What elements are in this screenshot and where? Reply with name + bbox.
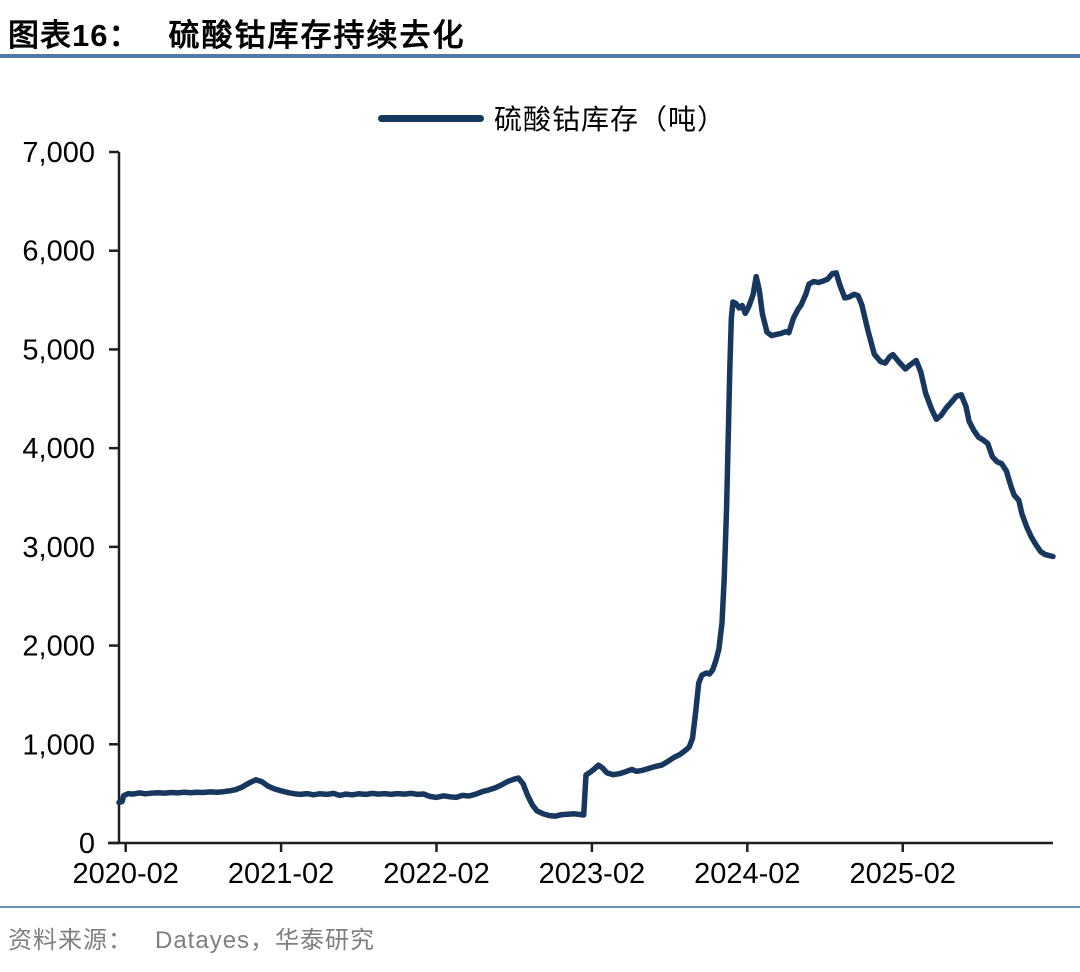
x-tick-label: 2022-02 (383, 858, 489, 890)
source-label: 资料来源： (8, 928, 133, 954)
legend-line-swatch (378, 114, 484, 122)
figure-number-label: 图表16： (8, 18, 141, 53)
y-tick-label: 4,000 (22, 433, 95, 465)
source-note: 资料来源： Datayes，华泰研究 (8, 920, 375, 955)
footer-divider (0, 906, 1080, 908)
y-tick-label: 0 (79, 828, 95, 860)
x-tick-label: 2023-02 (539, 858, 645, 890)
chart-title: 硫酸钴库存持续去化 (168, 18, 466, 53)
series-line (116, 270, 1056, 819)
x-tick-label: 2024-02 (694, 858, 800, 890)
y-tick-label: 2,000 (22, 631, 95, 663)
y-tick-label: 3,000 (22, 532, 95, 564)
x-tick-label: 2020-02 (72, 858, 178, 890)
chart-legend: 硫酸钴库存（吨） (378, 98, 726, 138)
x-tick-label: 2025-02 (850, 858, 956, 890)
source-text: Datayes，华泰研究 (155, 927, 376, 954)
header-divider (0, 54, 1080, 58)
figure-header: 图表16： 硫酸钴库存持续去化 (8, 10, 465, 55)
x-tick-label: 2021-02 (228, 858, 334, 890)
legend-series-label: 硫酸钴库存（吨） (494, 105, 727, 136)
y-tick-label: 5,000 (22, 334, 95, 366)
y-tick-label: 6,000 (22, 236, 95, 268)
y-tick-label: 7,000 (22, 137, 95, 169)
y-tick-label: 1,000 (22, 729, 95, 761)
